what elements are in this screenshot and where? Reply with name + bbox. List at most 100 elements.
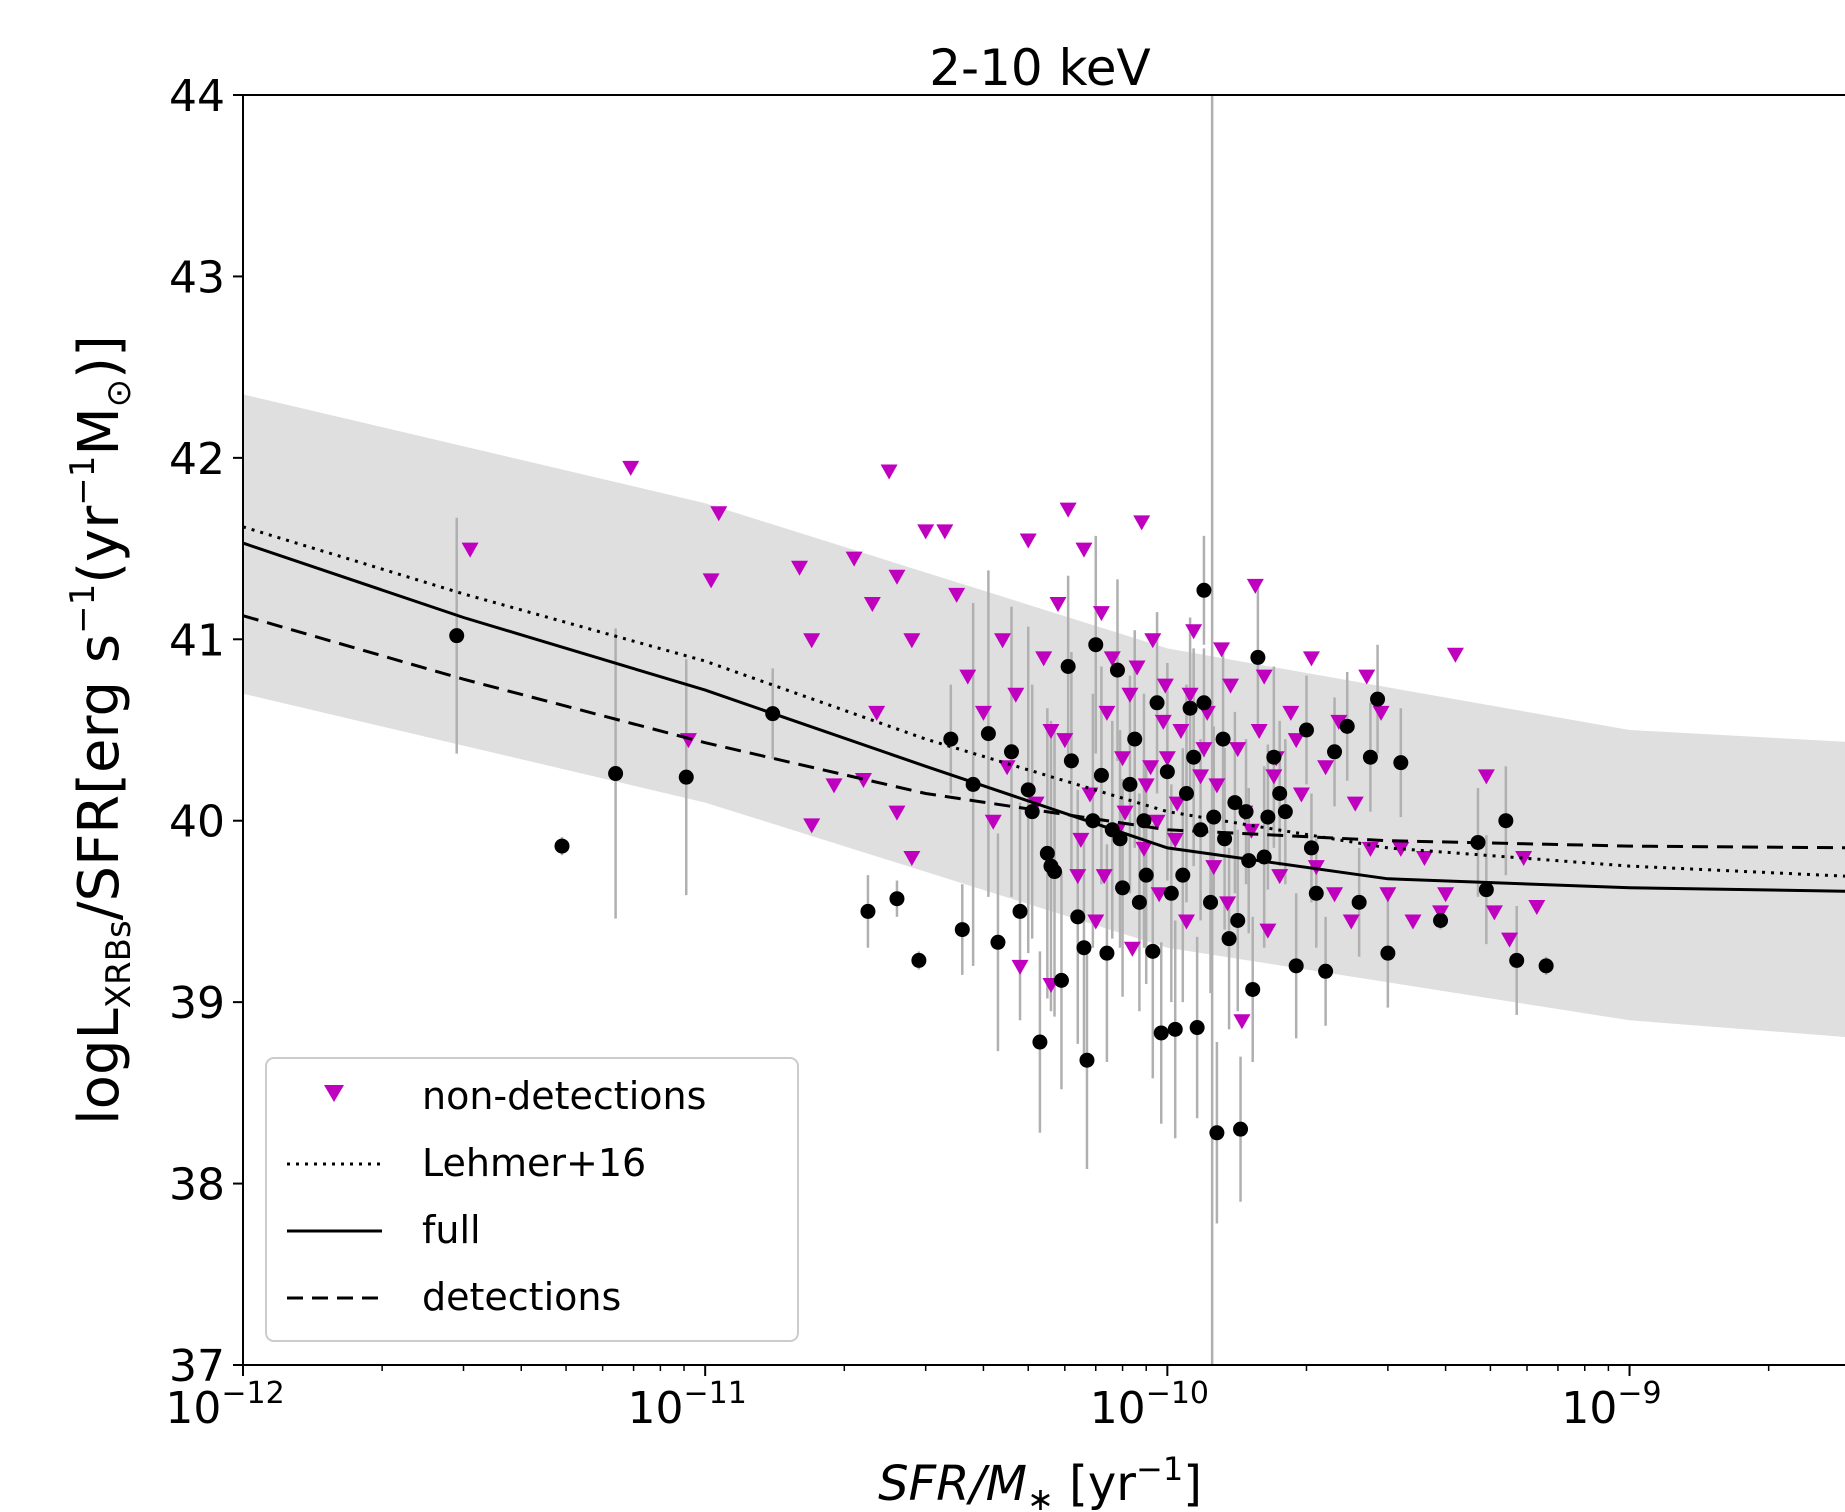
- detection-marker: [1189, 1020, 1205, 1036]
- y-axis-label-mid2: (yr: [67, 505, 132, 584]
- x-axis-label-close: ]: [1183, 1456, 1202, 1512]
- fit-line-solid: [243, 541, 1845, 893]
- plot-area: [243, 95, 1845, 1365]
- non-detection-marker: [936, 524, 954, 540]
- non-detection-marker: [1233, 1014, 1251, 1030]
- detection-marker: [1308, 885, 1324, 901]
- detection-marker: [1509, 952, 1525, 968]
- fit-lines: [243, 525, 1845, 893]
- x-tick-exponent: −10: [1146, 1376, 1209, 1411]
- detection-marker: [943, 731, 959, 747]
- y-axis-label-mid: /SFR[erg s: [67, 634, 132, 920]
- non-detection-marker: [1168, 796, 1186, 812]
- y-axis-label-sub: XRBs: [99, 920, 139, 1008]
- x-tick-base: 10: [1090, 1383, 1146, 1434]
- detection-marker: [1230, 913, 1246, 928]
- non-detection-marker: [1528, 899, 1546, 915]
- non-detection-marker: [1379, 887, 1397, 903]
- non-detection-marker: [1358, 669, 1376, 685]
- non-detection-marker: [1042, 724, 1060, 739]
- non-detection-marker: [702, 573, 720, 589]
- detection-marker: [1159, 764, 1175, 780]
- detection-marker: [1076, 940, 1092, 956]
- detection-marker: [889, 891, 905, 907]
- x-axis-label: SFR/M∗ [yr−1]: [878, 1450, 1202, 1512]
- y-tick-label: 40: [169, 797, 225, 848]
- non-detection-marker: [825, 778, 843, 794]
- detection-marker: [980, 726, 996, 742]
- detection-marker: [1020, 782, 1036, 798]
- non-detection-marker: [888, 805, 906, 821]
- x-axis-label-sub: ∗: [1027, 1480, 1054, 1512]
- non-detection-marker: [1213, 642, 1231, 658]
- non-detection-marker: [1292, 787, 1310, 803]
- x-tick-label: 10−9: [1561, 1376, 1661, 1434]
- detection-marker: [1175, 867, 1191, 883]
- y-tick-label: 41: [169, 615, 225, 666]
- detection-marker: [1245, 981, 1261, 997]
- non-detection-marker: [994, 633, 1012, 649]
- non-detection-marker: [1219, 896, 1237, 912]
- non-detection-marker: [1501, 932, 1519, 948]
- non-detection-marker: [1087, 914, 1105, 930]
- detection-marker: [1288, 958, 1304, 974]
- detection-marker: [1024, 804, 1040, 820]
- detection-marker: [1393, 755, 1409, 771]
- detection-marker: [1196, 582, 1212, 598]
- detection-marker: [1122, 776, 1138, 792]
- non-detection-marker: [1154, 714, 1172, 730]
- non-detection-marker: [903, 851, 921, 866]
- x-tick-base: 10: [165, 1383, 221, 1434]
- non-detection-marker: [1265, 769, 1283, 785]
- detection-marker: [1182, 700, 1198, 716]
- detection-marker: [1217, 831, 1233, 847]
- x-tick-label: 10−11: [628, 1376, 747, 1434]
- detection-marker: [1043, 858, 1059, 874]
- non-detection-marker: [622, 460, 640, 476]
- non-detection-marker: [974, 705, 992, 721]
- non-detection-marker: [948, 587, 966, 603]
- non-detection-marker: [1019, 533, 1037, 549]
- x-axis-label-sup: −1: [1136, 1450, 1183, 1488]
- non-detection-marker: [1346, 796, 1364, 812]
- detection-marker: [1088, 637, 1104, 653]
- detection-marker: [1112, 831, 1128, 847]
- detection-marker: [1063, 753, 1079, 769]
- non-detection-marker: [1432, 905, 1450, 921]
- detection-marker: [1478, 882, 1494, 898]
- non-detection-marker: [1271, 869, 1289, 885]
- x-tick-base: 10: [1561, 1383, 1617, 1434]
- non-detection-marker: [1515, 851, 1533, 866]
- non-detection-marker: [1114, 751, 1132, 767]
- non-detection-marker: [1128, 660, 1146, 676]
- non-detection-marker: [1069, 869, 1087, 885]
- non-detection-marker: [1208, 778, 1226, 794]
- non-detection-marker: [1302, 651, 1320, 667]
- detection-marker: [1303, 840, 1319, 856]
- non-detection-marker: [1116, 805, 1134, 821]
- detection-marker: [911, 952, 927, 968]
- non-detection-marker: [1072, 832, 1090, 848]
- plot-frame: [242, 94, 1845, 1366]
- legend-label-detections: detections: [422, 1275, 621, 1319]
- non-detection-marker: [1011, 959, 1029, 975]
- non-detection-marker: [998, 760, 1016, 776]
- detection-marker: [1250, 649, 1266, 665]
- non-detection-marker: [1035, 651, 1053, 667]
- non-detection-marker: [1195, 742, 1213, 758]
- non-detection-marker: [1092, 606, 1110, 622]
- detection-marker: [1053, 972, 1069, 988]
- detection-marker: [1186, 749, 1202, 765]
- non-detection-marker: [1282, 705, 1300, 721]
- non-detection-marker: [803, 633, 821, 649]
- non-detection-marker: [1259, 923, 1277, 939]
- detection-marker: [1153, 1025, 1169, 1041]
- detection-marker: [1193, 822, 1209, 838]
- non-detection-marker: [1437, 887, 1455, 903]
- non-detection-marker: [868, 705, 886, 721]
- x-tick-label: 10−12: [165, 1376, 284, 1434]
- detection-marker: [860, 903, 876, 919]
- detection-marker: [1178, 786, 1194, 801]
- non-detection-marker: [1477, 769, 1495, 785]
- detection-marker: [1370, 691, 1386, 707]
